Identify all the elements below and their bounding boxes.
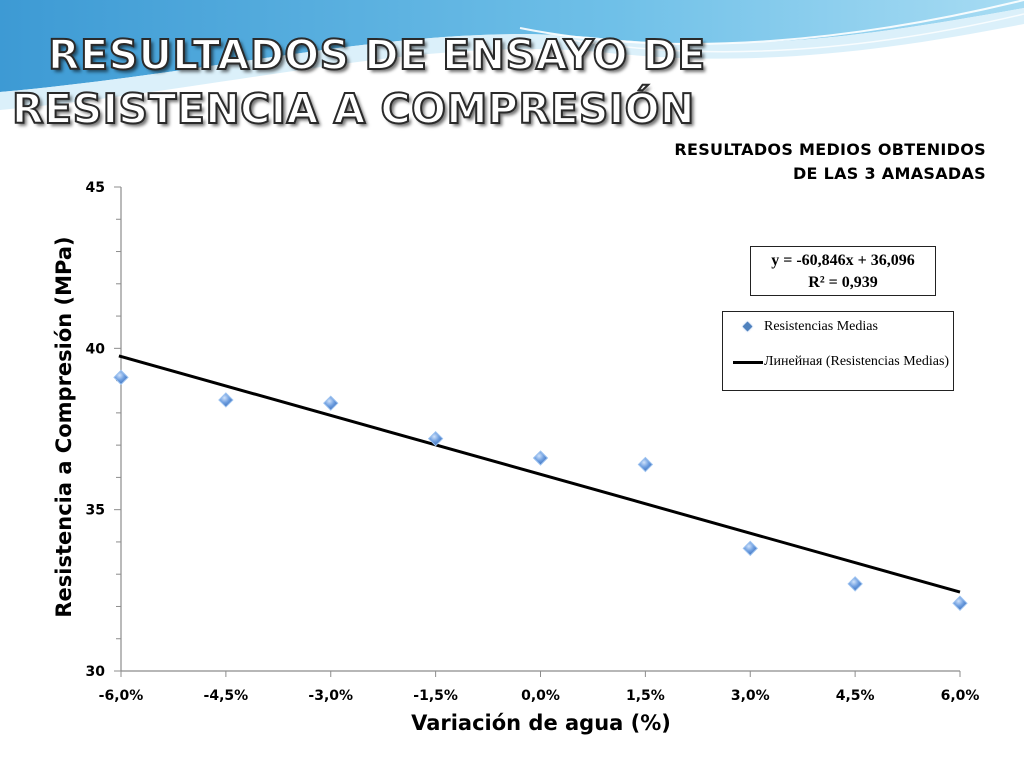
x-tick-label: -1,5% <box>413 688 458 704</box>
data-point-marker <box>742 540 758 557</box>
tick-labels: 30 35 40 45 -6,0% -4,5% -3,0% -1,5% 0,0% 1,5% 3,0%… <box>86 180 980 704</box>
x-tick-label: 6,0% <box>941 688 980 704</box>
trendline-marker-icon <box>733 361 763 364</box>
legend-label-trendline: Линейная (Resistencias Medias) <box>764 354 950 369</box>
trendline-equation: y = -60,846x + 36,096 <box>771 252 915 269</box>
data-point-marker <box>637 456 654 473</box>
data-point-marker <box>847 576 863 592</box>
x-tick-label: -4,5% <box>204 688 249 704</box>
x-tick-label: 4,5% <box>836 688 875 704</box>
chart-legend: Resistencias Medias Линейная (Resistenci… <box>722 311 954 391</box>
slide-title-line-1: RESULTADOS DE ENSAYO DE <box>47 31 706 80</box>
x-tick-label: -3,0% <box>308 688 353 704</box>
diamond-marker-icon <box>742 321 753 332</box>
y-tick-label: 35 <box>86 503 105 519</box>
data-point-marker <box>113 369 129 386</box>
chart-subtitle: RESULTADOS MEDIOS OBTENIDOS DE LAS 3 AMA… <box>674 138 986 186</box>
y-tick-label: 45 <box>86 180 105 196</box>
data-points <box>113 369 968 611</box>
y-tick-label: 40 <box>86 341 106 357</box>
x-tick-label: 0,0% <box>521 688 560 704</box>
data-point-marker <box>427 430 444 447</box>
x-tick-label: -6,0% <box>99 688 144 704</box>
x-axis-title: Variación de agua (%) <box>411 711 671 735</box>
legend-label-points: Resistencias Medias <box>764 319 878 334</box>
subtitle-line-2: DE LAS 3 AMASADAS <box>792 164 986 183</box>
data-point-marker <box>532 450 549 466</box>
trendline-layer <box>118 354 961 594</box>
slide-title-line-2: RESISTENCIA A COMPRESIÓN <box>11 85 695 134</box>
data-point-marker <box>218 392 234 408</box>
y-tick-label: 30 <box>86 664 106 680</box>
x-tick-label: 3,0% <box>731 688 770 704</box>
data-point-marker <box>323 395 339 411</box>
trendline-equation-box: y = -60,846x + 36,096 R² = 0,939 <box>750 246 936 296</box>
axes <box>114 186 961 677</box>
trendline-r-squared: R² = 0,939 <box>808 274 878 291</box>
y-axis-title: Resistencia a Compresión (MPa) <box>52 236 76 617</box>
data-point-marker <box>952 595 968 611</box>
background-wave <box>0 0 1024 110</box>
x-tick-label: 1,5% <box>626 688 665 704</box>
trendline <box>118 354 961 594</box>
subtitle-line-1: RESULTADOS MEDIOS OBTENIDOS <box>674 140 986 159</box>
